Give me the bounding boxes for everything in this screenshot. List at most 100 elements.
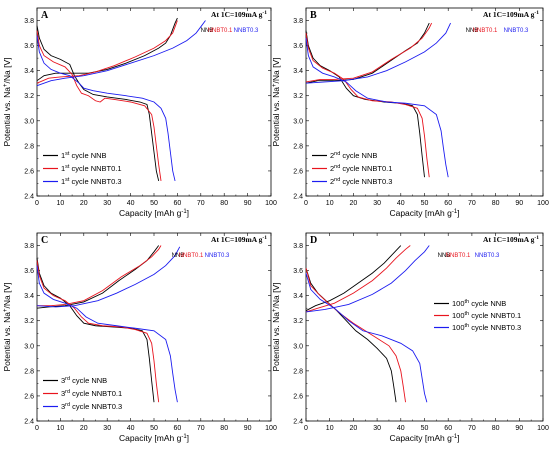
legend-label-sup: st bbox=[65, 177, 70, 183]
y-tick-label: 3.8 bbox=[293, 18, 303, 25]
legend: 2nd cycle NNB 2nd cycle NNBT0.1 2nd cycle … bbox=[312, 151, 392, 186]
y-axis-title-sup: + bbox=[272, 83, 278, 87]
panel-b: 0 10 20 30 40 50 60 70 80 90 100 2.4 2.6 2.8 3.0 3.2 3.4… bbox=[271, 7, 549, 218]
y-tick-label: 3.2 bbox=[24, 318, 34, 325]
legend: 3rd cycle NNB 3rd cycle NNBT0.1 3rd cycle … bbox=[43, 376, 122, 411]
x-axis-title-end: ] bbox=[457, 433, 459, 443]
y-tick-label: 3.0 bbox=[24, 118, 34, 125]
x-axis-title: Capacity [mAh g-1] bbox=[119, 433, 189, 443]
y-tick-label: 2.6 bbox=[24, 393, 34, 400]
y-axis-title-sup: + bbox=[272, 308, 278, 312]
x-axis-title-sup: -1 bbox=[181, 434, 187, 440]
legend-label-sup: nd bbox=[334, 164, 340, 170]
rate-label: At 1C=109mA g-1 bbox=[211, 235, 267, 244]
y-tick-label: 3.4 bbox=[24, 68, 34, 75]
x-tick-label: 0 bbox=[35, 200, 39, 207]
legend-label-post: cycle NNBT0.1 bbox=[340, 164, 392, 173]
y-axis-title: Potential vs. Na+/Na [V] bbox=[271, 282, 281, 371]
x-axis-title: Capacity [mAh g-1] bbox=[389, 433, 459, 443]
curve-charge-nnbt03 bbox=[36, 20, 206, 87]
x-tick-label: 10 bbox=[326, 425, 334, 432]
y-axis-title: Potential vs. Na+/Na [V] bbox=[2, 282, 12, 371]
y-tick-label: 3.8 bbox=[293, 243, 303, 250]
y-tick-label: 3.2 bbox=[293, 318, 303, 325]
series-label: NNBT0.3 bbox=[504, 28, 529, 34]
y-axis-title-post: /Na [V] bbox=[2, 57, 12, 83]
series-label: NNBT0.3 bbox=[234, 28, 259, 34]
rate-label-sup: -1 bbox=[262, 10, 267, 16]
x-tick-label: 40 bbox=[127, 200, 135, 207]
curve-discharge-nnbt03 bbox=[36, 265, 178, 403]
x-tick-label: 50 bbox=[150, 425, 158, 432]
x-tick-label: 20 bbox=[80, 200, 88, 207]
legend-label-sup: nd bbox=[334, 177, 340, 183]
curve-charge-nnb bbox=[36, 245, 160, 309]
y-tick-label: 3.8 bbox=[24, 18, 34, 25]
series-label: NNBT0.1 bbox=[446, 253, 471, 259]
y-tick-label: 2.8 bbox=[293, 143, 303, 150]
y-tick-label: 3.2 bbox=[24, 93, 34, 100]
curve-charge-nnb bbox=[305, 245, 402, 312]
x-tick-label: 30 bbox=[103, 425, 111, 432]
series-label: NNBT0.1 bbox=[208, 28, 233, 34]
y-axis-title-sup: + bbox=[3, 308, 9, 312]
x-tick-label: 10 bbox=[57, 425, 65, 432]
legend-label: 100th cycle NNB bbox=[452, 299, 506, 308]
y-tick-label: 2.4 bbox=[293, 419, 303, 426]
legend-label: 1st cycle NNBT0.1 bbox=[61, 164, 122, 173]
curve-discharge-nnb bbox=[36, 25, 160, 182]
x-tick-label: 90 bbox=[244, 200, 252, 207]
series-label: NNBT0.3 bbox=[475, 253, 500, 259]
curve-discharge-nnbt03 bbox=[36, 35, 176, 182]
rate-label-sup: -1 bbox=[534, 235, 539, 241]
legend-label: 100th cycle NNBT0.3 bbox=[452, 323, 521, 332]
legend: 100th cycle NNB 100th cycle NNBT0.1 100th … bbox=[434, 299, 521, 332]
y-tick-label: 3.6 bbox=[293, 268, 303, 275]
x-tick-label: 60 bbox=[174, 200, 182, 207]
x-tick-label: 60 bbox=[174, 425, 182, 432]
x-tick-label: 60 bbox=[444, 200, 452, 207]
legend-label-sup: st bbox=[65, 151, 70, 157]
curve-discharge-nnbt01 bbox=[305, 32, 430, 178]
legend-label-post: cycle NNB bbox=[69, 151, 106, 160]
curve-discharge-nnbt01 bbox=[36, 260, 160, 403]
y-tick-label: 3.6 bbox=[24, 268, 34, 275]
x-tick-label: 70 bbox=[468, 425, 476, 432]
x-tick-label: 40 bbox=[397, 425, 405, 432]
legend-label-post: cycle NNBT0.3 bbox=[70, 402, 122, 411]
legend-label-sup: nd bbox=[334, 151, 340, 157]
legend-label-post: cycle NNBT0.1 bbox=[69, 164, 121, 173]
x-tick-label: 50 bbox=[421, 200, 429, 207]
panel-letter: C bbox=[41, 235, 48, 246]
x-axis-title: Capacity [mAh g-1] bbox=[119, 208, 189, 218]
legend-label-sup: rd bbox=[65, 376, 70, 382]
x-axis-title: Capacity [mAh g-1] bbox=[389, 208, 459, 218]
y-tick-label: 2.4 bbox=[24, 419, 34, 426]
rate-label: At 1C=109mA g-1 bbox=[483, 10, 539, 19]
series-label: NNB bbox=[172, 253, 185, 259]
curve-charge-nnbt01 bbox=[305, 245, 411, 313]
y-tick-label: 3.4 bbox=[293, 293, 303, 300]
legend-label-sup: th bbox=[465, 323, 470, 329]
y-tick-label: 3.0 bbox=[293, 343, 303, 350]
curve-charge-nnbt03 bbox=[36, 246, 181, 308]
y-tick-label: 2.8 bbox=[293, 368, 303, 375]
y-tick-label: 2.4 bbox=[293, 194, 303, 201]
x-tick-label: 70 bbox=[197, 425, 205, 432]
series-label: NNBT0.1 bbox=[473, 28, 498, 34]
curve-discharge-nnb bbox=[36, 258, 155, 403]
y-axis-title-post: /Na [V] bbox=[2, 282, 12, 308]
x-tick-label: 20 bbox=[350, 200, 358, 207]
y-axis-title: Potential vs. Na+/Na [V] bbox=[2, 57, 12, 146]
y-tick-label: 2.4 bbox=[24, 194, 34, 201]
y-tick-label: 2.8 bbox=[24, 368, 34, 375]
x-tick-label: 10 bbox=[326, 200, 334, 207]
curve-discharge-nnbt01 bbox=[305, 267, 406, 403]
x-tick-label: 80 bbox=[220, 200, 228, 207]
legend-label: 1st cycle NNBT0.3 bbox=[61, 177, 122, 186]
x-axis-title-end: ] bbox=[187, 433, 189, 443]
x-axis-title-end: ] bbox=[457, 208, 459, 218]
series-label: NNB bbox=[201, 28, 214, 34]
x-tick-label: 100 bbox=[265, 425, 277, 432]
